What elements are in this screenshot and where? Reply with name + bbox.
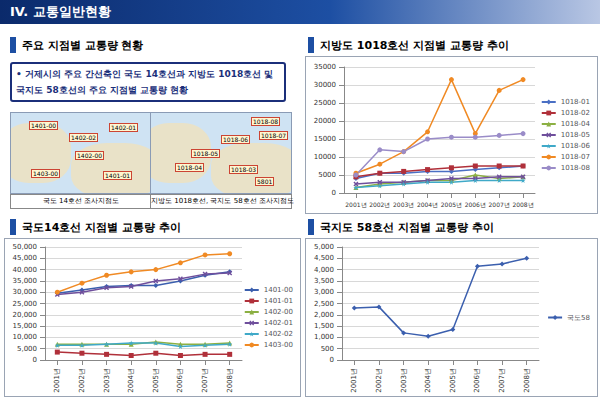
html-text:국지도 58호선 지점별 교통량 추이: 국지도 58호선 지점별 교통량 추이 xyxy=(320,221,494,234)
html-text:1018-07: 1018-07 xyxy=(261,132,287,139)
svg-text:2004년: 2004년 xyxy=(424,368,432,393)
svg-text:1402-02: 1402-02 xyxy=(264,330,293,338)
svg-text:2005년: 2005년 xyxy=(152,368,160,393)
svg-text:2008년: 2008년 xyxy=(523,368,531,393)
svg-text:1403-00: 1403-00 xyxy=(264,341,293,349)
svg-text:1018-04: 1018-04 xyxy=(561,120,591,128)
svg-text:0: 0 xyxy=(332,189,336,197)
html-text:국도14호선 지점별 교통량 추이: 국도14호선 지점별 교통량 추이 xyxy=(22,221,181,234)
svg-text:국도58: 국도58 xyxy=(567,314,590,322)
svg-text:2001년: 2001년 xyxy=(345,201,366,208)
svg-text:2006년: 2006년 xyxy=(176,368,184,393)
html-text:1401-00: 1401-00 xyxy=(31,122,57,129)
svg-text:1018-07: 1018-07 xyxy=(561,153,590,161)
svg-text:2006년: 2006년 xyxy=(473,368,481,393)
svg-text:25000: 25000 xyxy=(314,99,336,107)
html-text:지방도 1018호선, 국지도 58호선 조사지점도: 지방도 1018호선, 국지도 58호선 조사지점도 xyxy=(151,197,294,205)
svg-text:2001년: 2001년 xyxy=(53,368,61,393)
html-text:1018-04: 1018-04 xyxy=(177,164,203,171)
svg-text:2003년: 2003년 xyxy=(103,368,111,393)
svg-text:2001년: 2001년 xyxy=(350,368,358,393)
svg-text:1402-00: 1402-00 xyxy=(264,308,293,316)
svg-text:2008년: 2008년 xyxy=(226,368,234,393)
html-text:1402-02: 1402-02 xyxy=(71,134,97,141)
svg-text:2002년: 2002년 xyxy=(375,368,383,393)
html-text:1402-00: 1402-00 xyxy=(77,152,103,159)
svg-text:40,000: 40,000 xyxy=(13,266,38,274)
svg-text:2005년: 2005년 xyxy=(449,368,457,393)
html-text:1402-01: 1402-01 xyxy=(111,124,137,131)
svg-text:4,000: 4,000 xyxy=(314,266,334,274)
svg-text:0: 0 xyxy=(33,356,37,364)
svg-text:2008년: 2008년 xyxy=(512,201,533,208)
svg-text:5,000: 5,000 xyxy=(17,345,37,353)
svg-text:4,500: 4,500 xyxy=(314,254,334,262)
html-text:주요 지점별 교통량 현황: 주요 지점별 교통량 현황 xyxy=(22,39,144,52)
svg-text:30000: 30000 xyxy=(314,81,336,89)
svg-text:2007년: 2007년 xyxy=(201,368,209,393)
svg-text:10000: 10000 xyxy=(314,153,336,161)
svg-text:500: 500 xyxy=(321,345,334,353)
svg-text:3,000: 3,000 xyxy=(314,288,334,296)
svg-text:50,000: 50,000 xyxy=(13,243,38,251)
svg-text:1401-01: 1401-01 xyxy=(264,297,293,305)
html-text:1018-06: 1018-06 xyxy=(223,136,249,143)
svg-text:1018-08: 1018-08 xyxy=(561,164,590,172)
svg-text:1018-06: 1018-06 xyxy=(561,142,591,150)
svg-text:1402-01: 1402-01 xyxy=(264,319,293,327)
svg-text:3,500: 3,500 xyxy=(314,277,334,285)
svg-text:30,000: 30,000 xyxy=(13,288,38,296)
svg-text:35,000: 35,000 xyxy=(13,277,38,285)
svg-text:10,000: 10,000 xyxy=(13,333,38,341)
html-text:• 거제시의 주요 간선축인 국도 14호선과 지방도 10: • 거제시의 주요 간선축인 국도 14호선과 지방도 1018호선 및 국지도… xyxy=(16,69,274,95)
html-text:1018-05: 1018-05 xyxy=(193,150,219,157)
svg-text:20000: 20000 xyxy=(314,117,336,125)
svg-text:1401-00: 1401-00 xyxy=(264,286,293,294)
svg-text:2005년: 2005년 xyxy=(441,201,462,208)
html-text:1018-03: 1018-03 xyxy=(231,166,257,173)
svg-text:2003년: 2003년 xyxy=(393,201,414,208)
svg-text:25,000: 25,000 xyxy=(13,300,38,308)
svg-text:35000: 35000 xyxy=(314,63,336,71)
html-text:5801: 5801 xyxy=(257,178,273,185)
html-text:지방도 1018호선 지점별 교통량 추이: 지방도 1018호선 지점별 교통량 추이 xyxy=(320,39,509,52)
svg-text:1018-05: 1018-05 xyxy=(561,131,590,139)
svg-text:5000: 5000 xyxy=(318,171,336,179)
svg-text:0: 0 xyxy=(330,356,334,364)
svg-text:45,000: 45,000 xyxy=(13,254,38,262)
html-text:1018-08: 1018-08 xyxy=(253,118,279,125)
svg-text:2,500: 2,500 xyxy=(314,300,334,308)
html-text:국도 14호선 조사지점도: 국도 14호선 조사지점도 xyxy=(42,197,120,205)
svg-text:5,000: 5,000 xyxy=(314,243,334,251)
svg-text:2002년: 2002년 xyxy=(78,368,86,393)
svg-text:2,000: 2,000 xyxy=(314,311,334,319)
svg-text:2002년: 2002년 xyxy=(369,201,390,208)
html-text:1403-00: 1403-00 xyxy=(33,170,59,177)
svg-text:20,000: 20,000 xyxy=(13,311,38,319)
svg-text:2004년: 2004년 xyxy=(417,201,438,208)
svg-text:2007년: 2007년 xyxy=(489,201,510,208)
svg-text:1018-01: 1018-01 xyxy=(561,98,590,106)
svg-text:2004년: 2004년 xyxy=(127,368,135,393)
svg-text:2006년: 2006년 xyxy=(465,201,486,208)
svg-text:2003년: 2003년 xyxy=(400,368,408,393)
svg-text:1018-02: 1018-02 xyxy=(561,109,590,117)
svg-text:15,000: 15,000 xyxy=(13,322,38,330)
svg-text:1,500: 1,500 xyxy=(314,322,334,330)
svg-text:2007년: 2007년 xyxy=(498,368,506,393)
html-text:IV. 교통일반현황: IV. 교통일반현황 xyxy=(10,4,111,19)
svg-text:15000: 15000 xyxy=(314,135,336,143)
html-text:1401-01: 1401-01 xyxy=(105,172,131,179)
svg-text:1,000: 1,000 xyxy=(314,333,334,341)
